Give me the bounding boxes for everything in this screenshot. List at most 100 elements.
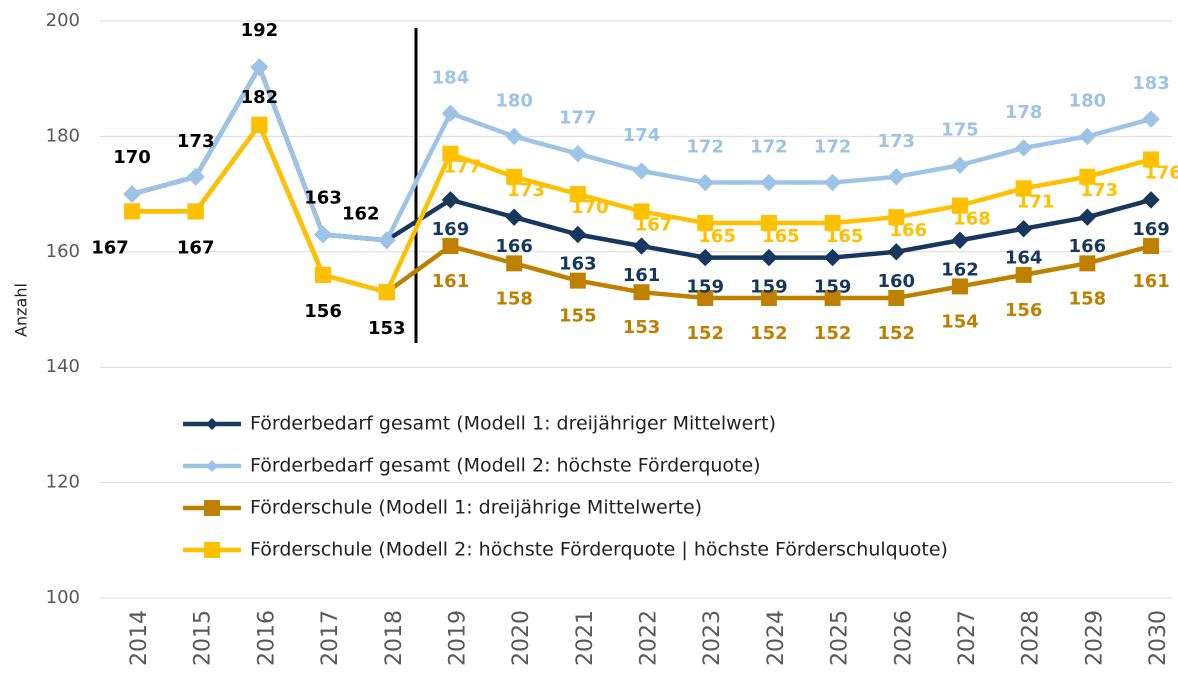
data-label: 162	[941, 259, 979, 280]
data-label: 170	[113, 147, 151, 168]
data-label: 166	[1069, 236, 1107, 257]
marker	[823, 248, 842, 267]
legend-item: Förderbedarf gesamt (Modell 2: höchste F…	[183, 455, 761, 477]
data-label: 172	[686, 137, 724, 158]
marker	[1015, 180, 1032, 197]
x-tick-label: 2018	[382, 610, 407, 666]
data-label: 192	[241, 20, 279, 41]
marker	[251, 116, 268, 133]
data-label: 172	[814, 137, 852, 158]
data-label: 158	[1069, 288, 1107, 309]
marker	[441, 191, 460, 209]
marker	[888, 209, 905, 226]
data-label: 152	[750, 323, 788, 344]
data-label: 158	[495, 288, 533, 309]
data-label: 180	[1069, 90, 1107, 111]
y-tick-label: 160	[46, 241, 80, 262]
data-label: 172	[750, 137, 788, 158]
marker	[505, 208, 523, 226]
marker	[632, 237, 651, 255]
data-label: 156	[1005, 300, 1043, 321]
marker	[569, 272, 586, 289]
data-label: 184	[432, 67, 470, 88]
data-label: 173	[877, 131, 915, 152]
marker	[1143, 238, 1160, 255]
marker	[697, 289, 714, 306]
data-label: 164	[1005, 248, 1043, 269]
marker	[760, 289, 777, 306]
marker	[1142, 110, 1160, 128]
marker	[951, 278, 968, 295]
x-tick-label: 2028	[1019, 610, 1044, 666]
marker	[760, 214, 777, 231]
data-label: 168	[953, 209, 991, 230]
data-label: 167	[177, 237, 215, 258]
marker	[569, 145, 587, 163]
x-tick-label: 2022	[637, 610, 662, 666]
data-label: 169	[1132, 219, 1170, 240]
marker	[633, 203, 650, 220]
x-tick-label: 2017	[318, 610, 343, 666]
data-label: 176	[1144, 162, 1178, 183]
data-label: 170	[571, 197, 609, 218]
x-tick-label: 2026	[891, 610, 916, 666]
x-tick-label: 2024	[764, 610, 789, 666]
marker	[951, 156, 969, 174]
x-tick-label: 2015	[191, 610, 216, 666]
data-label: 166	[495, 236, 533, 257]
data-label: 159	[750, 277, 788, 298]
data-label: 155	[559, 306, 597, 327]
data-label: 165	[826, 226, 864, 247]
legend-label: Förderbedarf gesamt (Modell 2: höchste F…	[250, 455, 761, 477]
x-tick-label: 2025	[828, 610, 853, 666]
marker	[442, 238, 459, 255]
data-label: 154	[941, 311, 979, 332]
y-tick-label: 100	[46, 587, 80, 608]
data-label: 175	[941, 119, 979, 140]
marker	[315, 266, 332, 283]
marker	[1079, 255, 1096, 272]
legend-label: Förderbedarf gesamt (Modell 1: dreijähri…	[250, 413, 776, 435]
data-label: 173	[507, 180, 545, 201]
data-label: 153	[368, 318, 406, 339]
marker	[1079, 168, 1096, 185]
marker	[888, 289, 905, 306]
data-label: 163	[559, 253, 597, 274]
legend-item: Förderbedarf gesamt (Modell 1: dreijähri…	[183, 413, 776, 435]
data-label: 169	[432, 219, 470, 240]
data-label: 165	[762, 226, 800, 247]
marker	[1143, 151, 1160, 168]
marker	[123, 185, 141, 203]
data-label: 166	[889, 220, 927, 241]
x-tick-label: 2020	[509, 610, 534, 666]
marker	[1015, 266, 1032, 283]
marker	[760, 173, 778, 192]
series	[123, 58, 1160, 249]
marker	[1078, 127, 1097, 146]
x-tick-label: 2027	[955, 610, 980, 666]
legend-marker	[204, 500, 220, 516]
marker	[378, 284, 395, 301]
data-label: 171	[1017, 191, 1055, 212]
data-label: 173	[177, 131, 215, 152]
marker	[632, 162, 651, 180]
data-label: 182	[241, 87, 279, 108]
data-label: 162	[342, 203, 380, 224]
marker	[506, 168, 523, 185]
marker	[378, 231, 396, 249]
marker	[887, 168, 905, 186]
marker	[696, 248, 714, 267]
y-tick-label: 180	[46, 125, 80, 146]
marker	[1078, 208, 1097, 226]
x-tick-label: 2014	[127, 610, 152, 666]
data-label: 159	[686, 277, 724, 298]
data-label: 159	[814, 277, 852, 298]
data-label: 167	[635, 214, 673, 235]
marker	[314, 225, 332, 244]
y-axis-label: Anzahl	[12, 283, 31, 337]
marker	[569, 186, 586, 203]
data-label: 160	[877, 271, 915, 292]
legend-item: Förderschule (Modell 2: höchste Förderqu…	[183, 539, 948, 561]
marker	[1014, 220, 1033, 238]
